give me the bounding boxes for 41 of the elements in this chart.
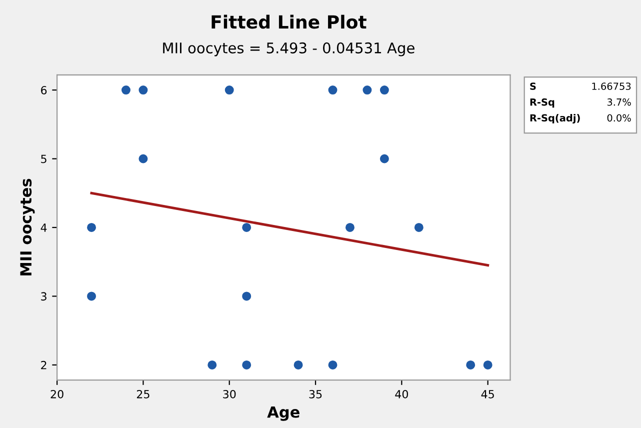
x-axis-title: Age [267,406,300,421]
chart-subtitle: MII oocytes = 5.493 - 0.04531 Age [163,42,414,56]
text: 0.0% [607,114,631,122]
text: 3.7% [607,98,631,106]
point [328,86,338,95]
point [345,222,354,232]
point [242,360,252,370]
y-axis-title: MII oocytes [20,178,35,276]
y-tick-label: 2 [41,360,46,370]
point [328,360,338,370]
point [242,292,252,301]
y-tick-label: 3 [41,292,46,301]
point [242,222,252,232]
y-tick-label: 6 [41,86,47,94]
point [362,86,372,95]
point [208,360,217,370]
point [87,222,96,232]
point [414,222,424,232]
point [380,86,389,95]
y-tick-label: 5 [41,154,46,164]
point [87,292,96,301]
point [138,86,148,95]
text: R-Sq(adj) [530,114,580,124]
point [224,86,234,95]
point [380,154,389,164]
text: S [530,82,536,90]
x-tick-label: 45 [481,390,494,398]
point [466,360,476,370]
point [121,86,130,95]
x-tick-label: 30 [223,390,236,398]
x-tick-label: 40 [395,390,408,398]
text: R-Sq [530,98,554,108]
y-tick-label: 4 [40,224,47,232]
x-tick-label: 20 [50,390,64,398]
x-tick-label: 25 [136,390,150,398]
chart-title: Fitted Line Plot [212,14,366,29]
x-tick-label: 35 [309,390,322,398]
point [483,360,492,370]
text: 1.66753 [592,82,631,90]
point [294,360,303,370]
point [138,154,148,164]
